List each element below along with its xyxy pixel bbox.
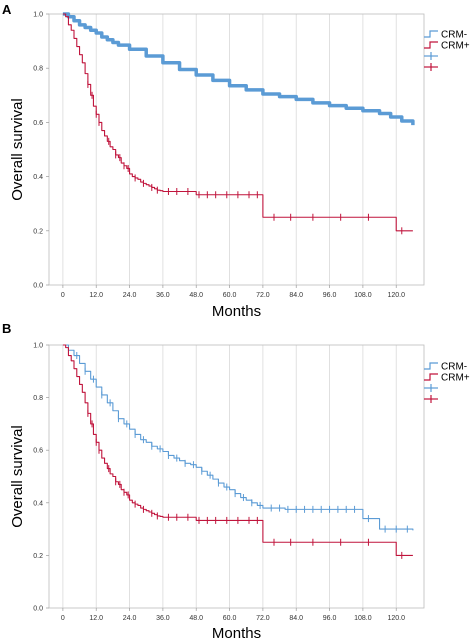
y-tick-label: 0.2 bbox=[33, 228, 43, 235]
x-tick-label: 48.0 bbox=[189, 615, 203, 622]
x-tick-label: 120.0 bbox=[387, 292, 405, 299]
y-tick-label: 0.0 bbox=[33, 606, 43, 613]
x-tick-label: 60.0 bbox=[223, 292, 237, 299]
series-line-crm-neg bbox=[62, 12, 415, 126]
legend-swatch bbox=[424, 373, 438, 381]
x-tick-label: 36.0 bbox=[156, 292, 170, 299]
x-tick-label: 96.0 bbox=[323, 292, 337, 299]
x-tick-label: 120.0 bbox=[387, 615, 405, 622]
legend-label: CRM+ bbox=[441, 41, 470, 52]
x-axis-label: Months bbox=[212, 625, 261, 642]
chart-panel-a: A 0.0 0.2 0.4 0.6 0.8 1.0 0 12.0 24.0 36.0 48.0 60.0… bbox=[2, 2, 470, 320]
x-tick-label: 108.0 bbox=[354, 292, 372, 299]
panel-letter: A bbox=[2, 2, 12, 17]
x-tick-label: 36.0 bbox=[156, 615, 170, 622]
y-tick-label: 0.2 bbox=[33, 553, 43, 560]
x-axis-label: Months bbox=[212, 303, 261, 320]
series-line-crm-neg bbox=[62, 344, 414, 531]
y-axis-label: Overall survival bbox=[9, 98, 26, 201]
y-tick-label: 0.6 bbox=[33, 120, 43, 127]
x-tick-label: 12.0 bbox=[89, 615, 103, 622]
x-tick-label: 72.0 bbox=[256, 292, 270, 299]
y-tick-label: 0.0 bbox=[33, 283, 43, 290]
x-tick-label: 108.0 bbox=[354, 615, 372, 622]
legend-swatch bbox=[424, 41, 438, 49]
legend-swatch bbox=[424, 30, 438, 38]
x-tick-label: 84.0 bbox=[289, 292, 303, 299]
y-axis-label: Overall survival bbox=[9, 425, 26, 528]
series-line-crm-pos bbox=[62, 13, 413, 232]
x-tick-label: 72.0 bbox=[256, 615, 270, 622]
plot-frame bbox=[48, 344, 425, 609]
legend: CRM-CRM+ bbox=[424, 30, 470, 71]
y-tick-label: 1.0 bbox=[33, 12, 43, 19]
x-tick-label: 24.0 bbox=[123, 615, 137, 622]
x-tick-label: 48.0 bbox=[189, 292, 203, 299]
y-tick-label: 0.6 bbox=[33, 448, 43, 455]
plot-frame bbox=[48, 13, 425, 286]
y-tick-label: 0.4 bbox=[33, 174, 43, 181]
chart-panel-b: B 0.0 0.2 0.4 0.6 0.8 1.0 0 12.0 24.0 36.0 48.0 60.0… bbox=[2, 321, 470, 642]
legend-label: CRM- bbox=[441, 362, 467, 373]
x-tick-label: 24.0 bbox=[123, 292, 137, 299]
x-tick-label: 96.0 bbox=[323, 615, 337, 622]
y-tick-label: 0.8 bbox=[33, 395, 43, 402]
x-tick-label: 12.0 bbox=[89, 292, 103, 299]
legend-label: CRM- bbox=[441, 30, 467, 41]
legend: CRM-CRM+ bbox=[424, 362, 470, 403]
y-tick-label: 0.8 bbox=[33, 66, 43, 73]
legend-swatch bbox=[424, 362, 438, 370]
x-tick-label: 0 bbox=[61, 292, 65, 299]
y-tick-label: 0.4 bbox=[33, 500, 43, 507]
y-tick-label: 1.0 bbox=[33, 343, 43, 350]
x-tick-label: 84.0 bbox=[289, 615, 303, 622]
x-tick-label: 0 bbox=[61, 615, 65, 622]
x-tick-label: 60.0 bbox=[223, 615, 237, 622]
legend-label: CRM+ bbox=[441, 373, 470, 384]
series-line-crm-pos bbox=[62, 344, 413, 556]
panel-letter: B bbox=[2, 321, 11, 336]
